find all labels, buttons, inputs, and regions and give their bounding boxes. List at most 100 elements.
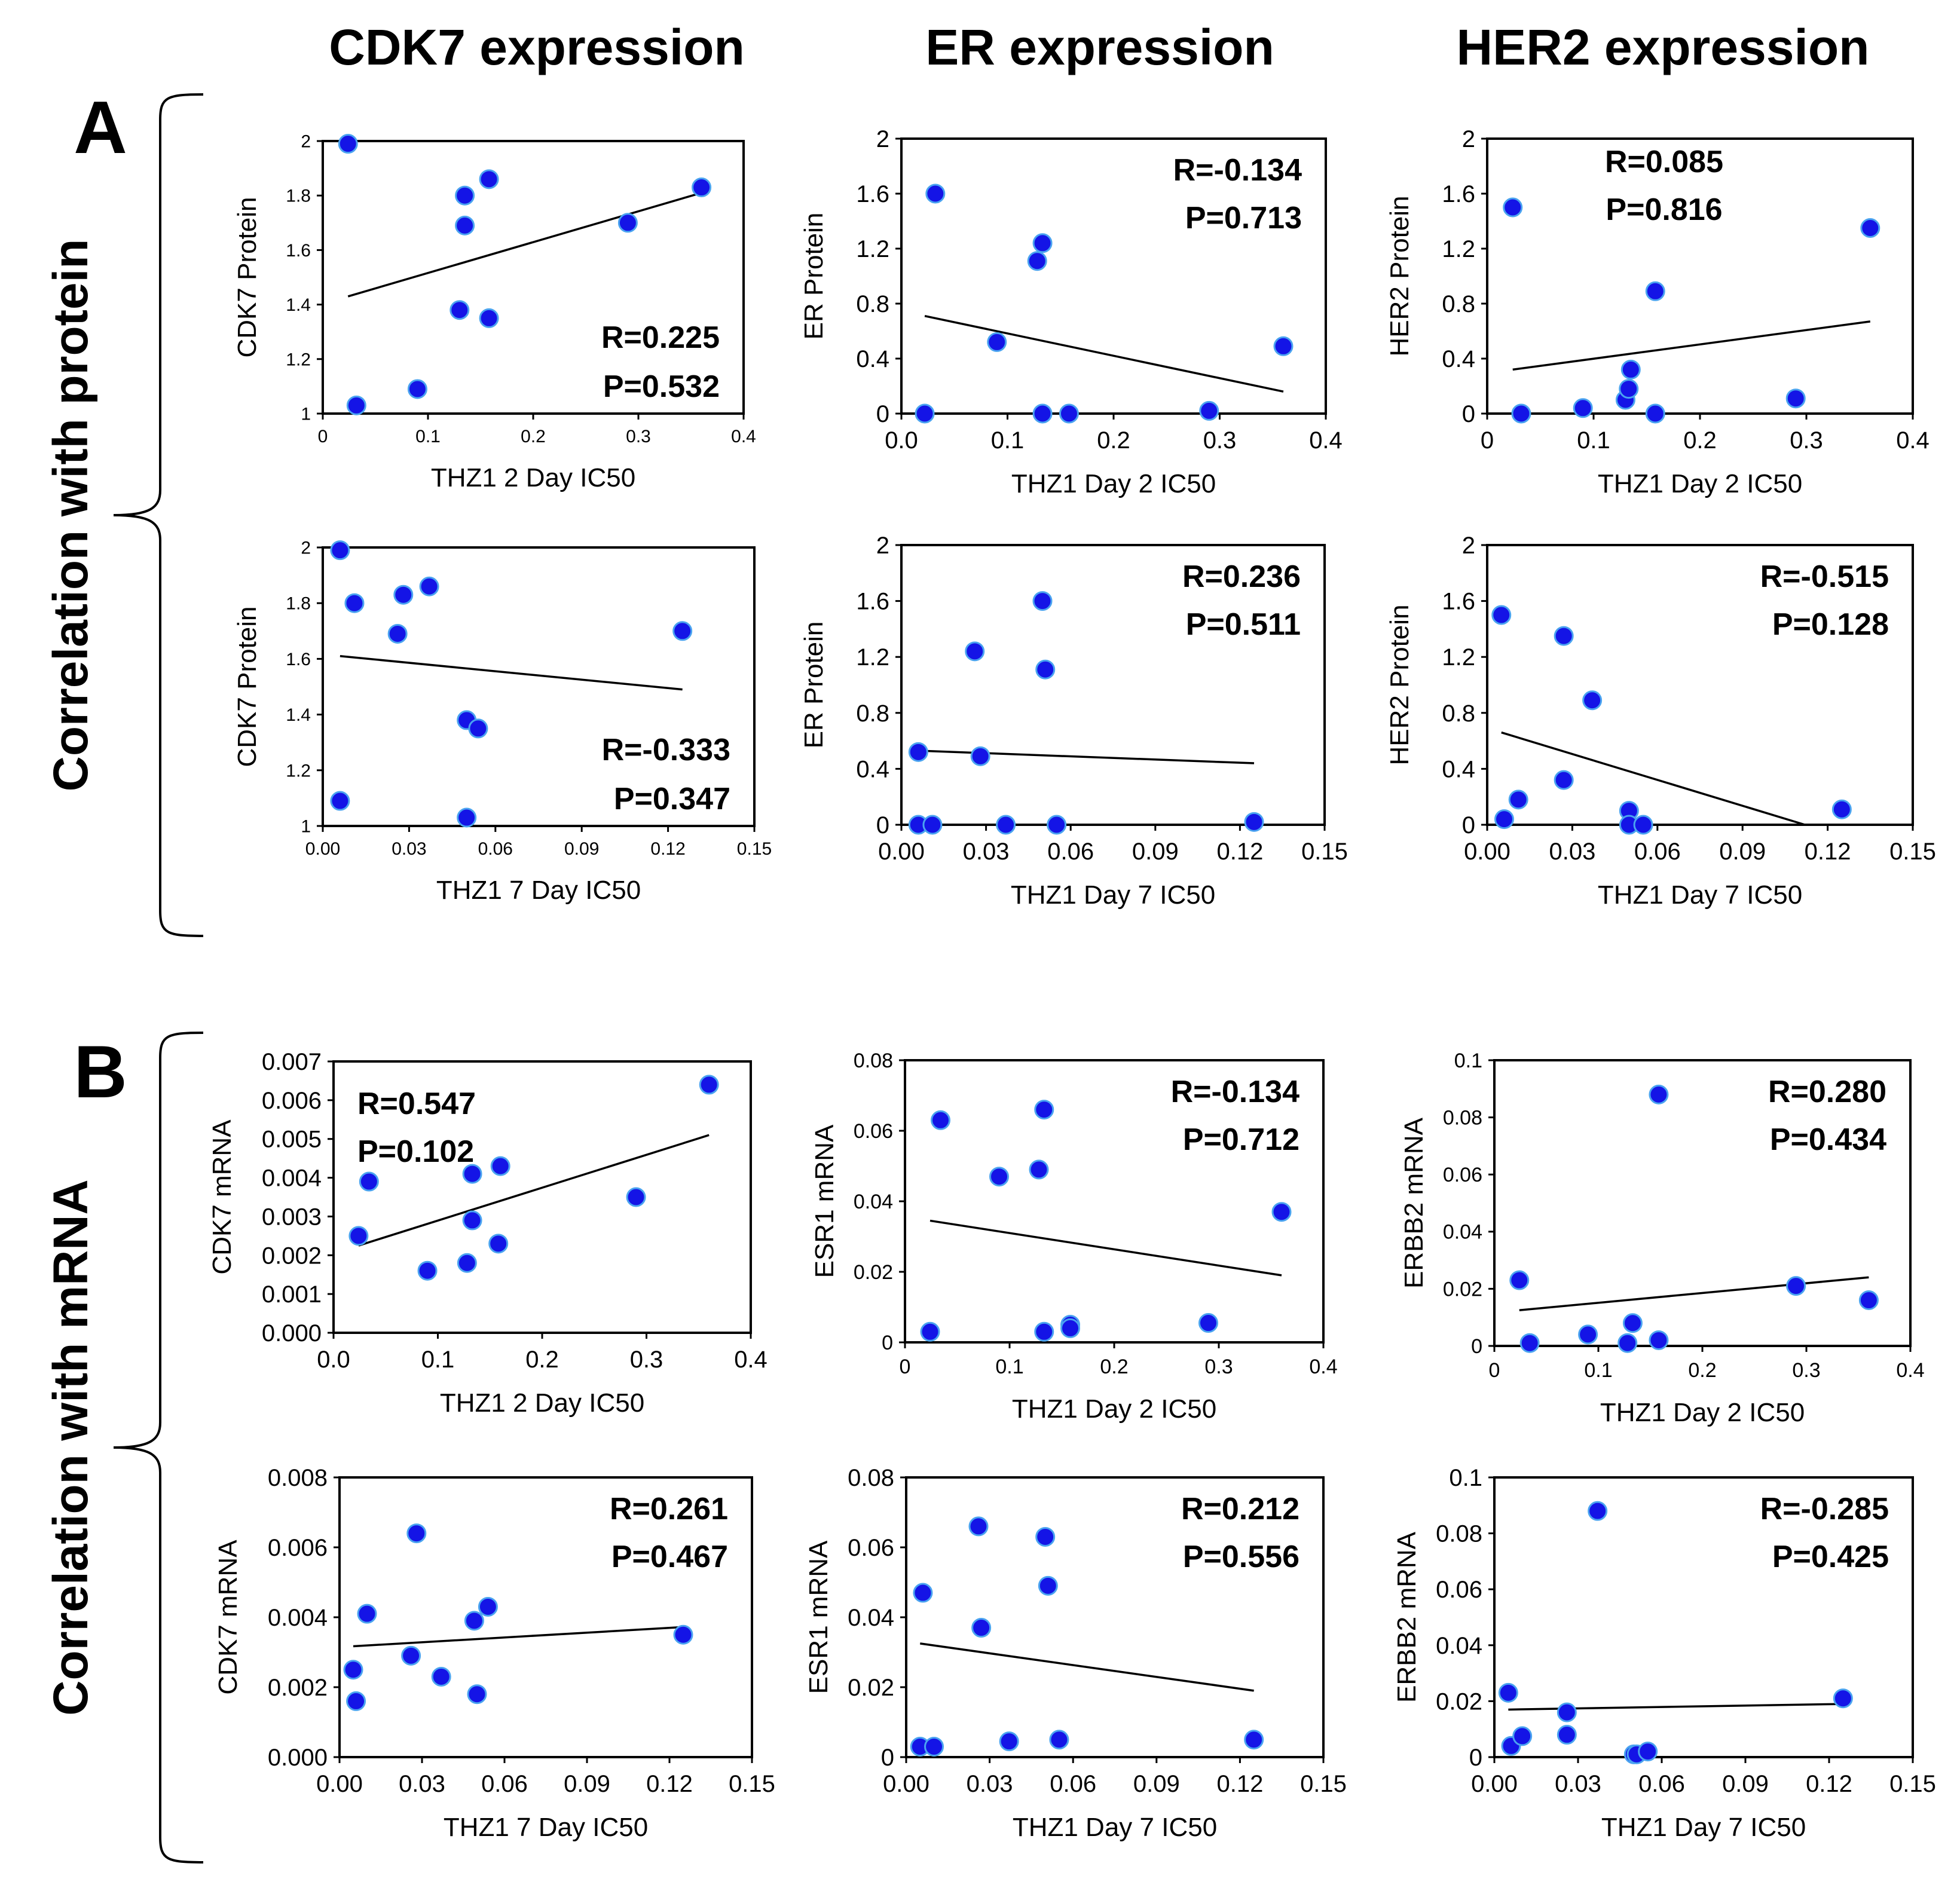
x-tick-label: 0.03 bbox=[967, 1771, 1013, 1797]
x-tick-label: 0.15 bbox=[1300, 1771, 1347, 1797]
y-tick-label: 2 bbox=[1462, 126, 1475, 152]
p-value-label: P=0.713 bbox=[1185, 201, 1302, 235]
x-tick-label: 0.2 bbox=[1683, 427, 1717, 454]
y-tick-label: 0 bbox=[876, 401, 889, 427]
y-tick-label: 1.6 bbox=[1442, 181, 1475, 207]
y-tick-label: 0.007 bbox=[262, 1049, 322, 1075]
x-tick-label: 0.3 bbox=[1792, 1359, 1820, 1382]
data-point bbox=[1645, 281, 1665, 301]
data-point bbox=[1588, 1501, 1608, 1521]
data-point bbox=[431, 1666, 451, 1687]
panel-a-row-label: Correlation with protein bbox=[44, 239, 98, 792]
y-axis-label: ER Protein bbox=[799, 213, 828, 340]
y-axis-label: ER Protein bbox=[799, 622, 828, 749]
y-tick-label: 0.4 bbox=[856, 756, 889, 782]
y-tick-label: 0.8 bbox=[1442, 700, 1475, 727]
y-tick-label: 0.008 bbox=[268, 1465, 328, 1491]
x-tick-label: 0.06 bbox=[1638, 1771, 1685, 1797]
plot-area-frame bbox=[1493, 1476, 1914, 1758]
x-tick-label: 0 bbox=[1489, 1359, 1500, 1382]
data-point bbox=[699, 1075, 719, 1095]
y-tick-label: 1.6 bbox=[286, 650, 311, 669]
y-tick-label: 0.02 bbox=[1443, 1278, 1482, 1301]
x-tick-label: 0.1 bbox=[421, 1347, 455, 1373]
y-tick-label: 0.8 bbox=[1442, 291, 1475, 317]
x-tick-label: 0.03 bbox=[392, 839, 426, 859]
x-axis-label: THZ1 Day 2 IC50 bbox=[1600, 1398, 1805, 1427]
data-point bbox=[1035, 659, 1056, 680]
x-tick-label: 0.15 bbox=[729, 1771, 775, 1797]
data-point bbox=[692, 178, 712, 198]
data-point bbox=[490, 1156, 510, 1176]
y-tick-label: 0.4 bbox=[1442, 346, 1475, 372]
data-point bbox=[1833, 1688, 1853, 1709]
y-tick-label: 1.2 bbox=[286, 350, 311, 369]
x-tick-label: 0.00 bbox=[1471, 1771, 1518, 1797]
x-tick-label: 0.3 bbox=[626, 427, 651, 446]
scatter-chart-7: 0.0 0.1 0.2 0.3 0.4 0.000 0.001 0.002 0.003 0.004… bbox=[207, 1049, 768, 1418]
x-tick-label: 0.15 bbox=[1301, 839, 1348, 865]
y-tick-label: 1.6 bbox=[1442, 589, 1475, 615]
x-axis-label: THZ1 Day 2 IC50 bbox=[1011, 469, 1216, 498]
y-axis-label: ERBB2 mRNA bbox=[1399, 1117, 1429, 1289]
x-tick-label: 0.4 bbox=[1309, 1355, 1337, 1378]
data-point bbox=[1029, 1159, 1049, 1180]
data-point bbox=[1032, 591, 1053, 611]
x-tick-label: 0.09 bbox=[1132, 839, 1179, 865]
y-tick-label: 0.04 bbox=[848, 1605, 894, 1631]
x-tick-label: 0.09 bbox=[1719, 839, 1766, 865]
x-axis-label: THZ1 2 Day IC50 bbox=[440, 1388, 644, 1418]
y-tick-label: 0 bbox=[882, 1332, 893, 1354]
data-point bbox=[346, 1691, 366, 1711]
y-tick-label: 0.02 bbox=[848, 1675, 894, 1701]
x-axis-label: THZ1 2 Day IC50 bbox=[431, 463, 635, 492]
data-point bbox=[467, 1684, 487, 1705]
data-point bbox=[913, 1583, 933, 1603]
y-tick-label: 0.003 bbox=[262, 1204, 322, 1230]
r-value-label: R=0.261 bbox=[610, 1492, 728, 1526]
data-point bbox=[417, 1260, 438, 1281]
column-title-er: ER expression bbox=[925, 19, 1274, 75]
x-tick-label: 0.03 bbox=[399, 1771, 445, 1797]
x-tick-label: 0.1 bbox=[1577, 427, 1610, 454]
data-point bbox=[401, 1645, 421, 1666]
data-point bbox=[1557, 1702, 1577, 1722]
y-tick-label: 0.002 bbox=[268, 1675, 328, 1701]
x-axis-label: THZ1 Day 7 IC50 bbox=[1598, 880, 1802, 910]
x-tick-label: 0 bbox=[900, 1355, 911, 1378]
x-tick-label: 0.09 bbox=[564, 1771, 610, 1797]
y-tick-label: 1.2 bbox=[856, 644, 889, 671]
y-tick-label: 1.6 bbox=[856, 181, 889, 207]
y-tick-label: 0.04 bbox=[854, 1191, 893, 1213]
data-point bbox=[1649, 1330, 1669, 1350]
data-point bbox=[971, 1618, 992, 1638]
y-tick-label: 1 bbox=[301, 405, 311, 424]
x-tick-label: 0.06 bbox=[478, 839, 513, 859]
y-tick-label: 0.02 bbox=[1436, 1688, 1482, 1715]
x-tick-label: 0.2 bbox=[521, 427, 546, 446]
data-point bbox=[987, 332, 1007, 352]
x-tick-label: 0.00 bbox=[883, 1771, 929, 1797]
data-point bbox=[1273, 336, 1294, 356]
y-tick-label: 1.8 bbox=[286, 186, 311, 206]
data-point bbox=[357, 1604, 377, 1624]
data-point bbox=[478, 1596, 498, 1617]
data-point bbox=[1573, 398, 1593, 418]
x-tick-label: 0.1 bbox=[1584, 1359, 1612, 1382]
data-point bbox=[626, 1187, 646, 1207]
y-tick-label: 1.2 bbox=[286, 761, 311, 781]
x-tick-label: 0 bbox=[1481, 427, 1494, 454]
y-tick-label: 0 bbox=[881, 1745, 894, 1771]
y-tick-label: 0.006 bbox=[268, 1535, 328, 1561]
p-value-label: P=0.128 bbox=[1772, 607, 1889, 642]
data-point bbox=[419, 576, 439, 596]
y-tick-label: 0.08 bbox=[848, 1465, 894, 1491]
x-tick-label: 0.4 bbox=[1896, 1359, 1924, 1382]
scatter-chart-11: 0.00 0.03 0.06 0.09 0.12 0.15 0 0.02 0.04 0.06 0.0… bbox=[804, 1465, 1347, 1842]
y-axis-label: HER2 Protein bbox=[1385, 195, 1414, 356]
scatter-chart-1: 0 0.1 0.2 0.3 0.4 1 1.2 1.4 1.6 1.8 2 THZ1 2 Day IC… bbox=[233, 132, 756, 493]
charts-group: 0 0.1 0.2 0.3 0.4 1 1.2 1.4 1.6 1.8 2 THZ1 2 Day IC… bbox=[207, 126, 1936, 1842]
scatter-chart-3: 0 0.1 0.2 0.3 0.4 0 0.4 0.8 1.2 1.6 2 THZ1 Day 2 IC… bbox=[1385, 126, 1930, 498]
p-value-label: P=0.347 bbox=[614, 782, 730, 816]
data-point bbox=[989, 1167, 1009, 1187]
